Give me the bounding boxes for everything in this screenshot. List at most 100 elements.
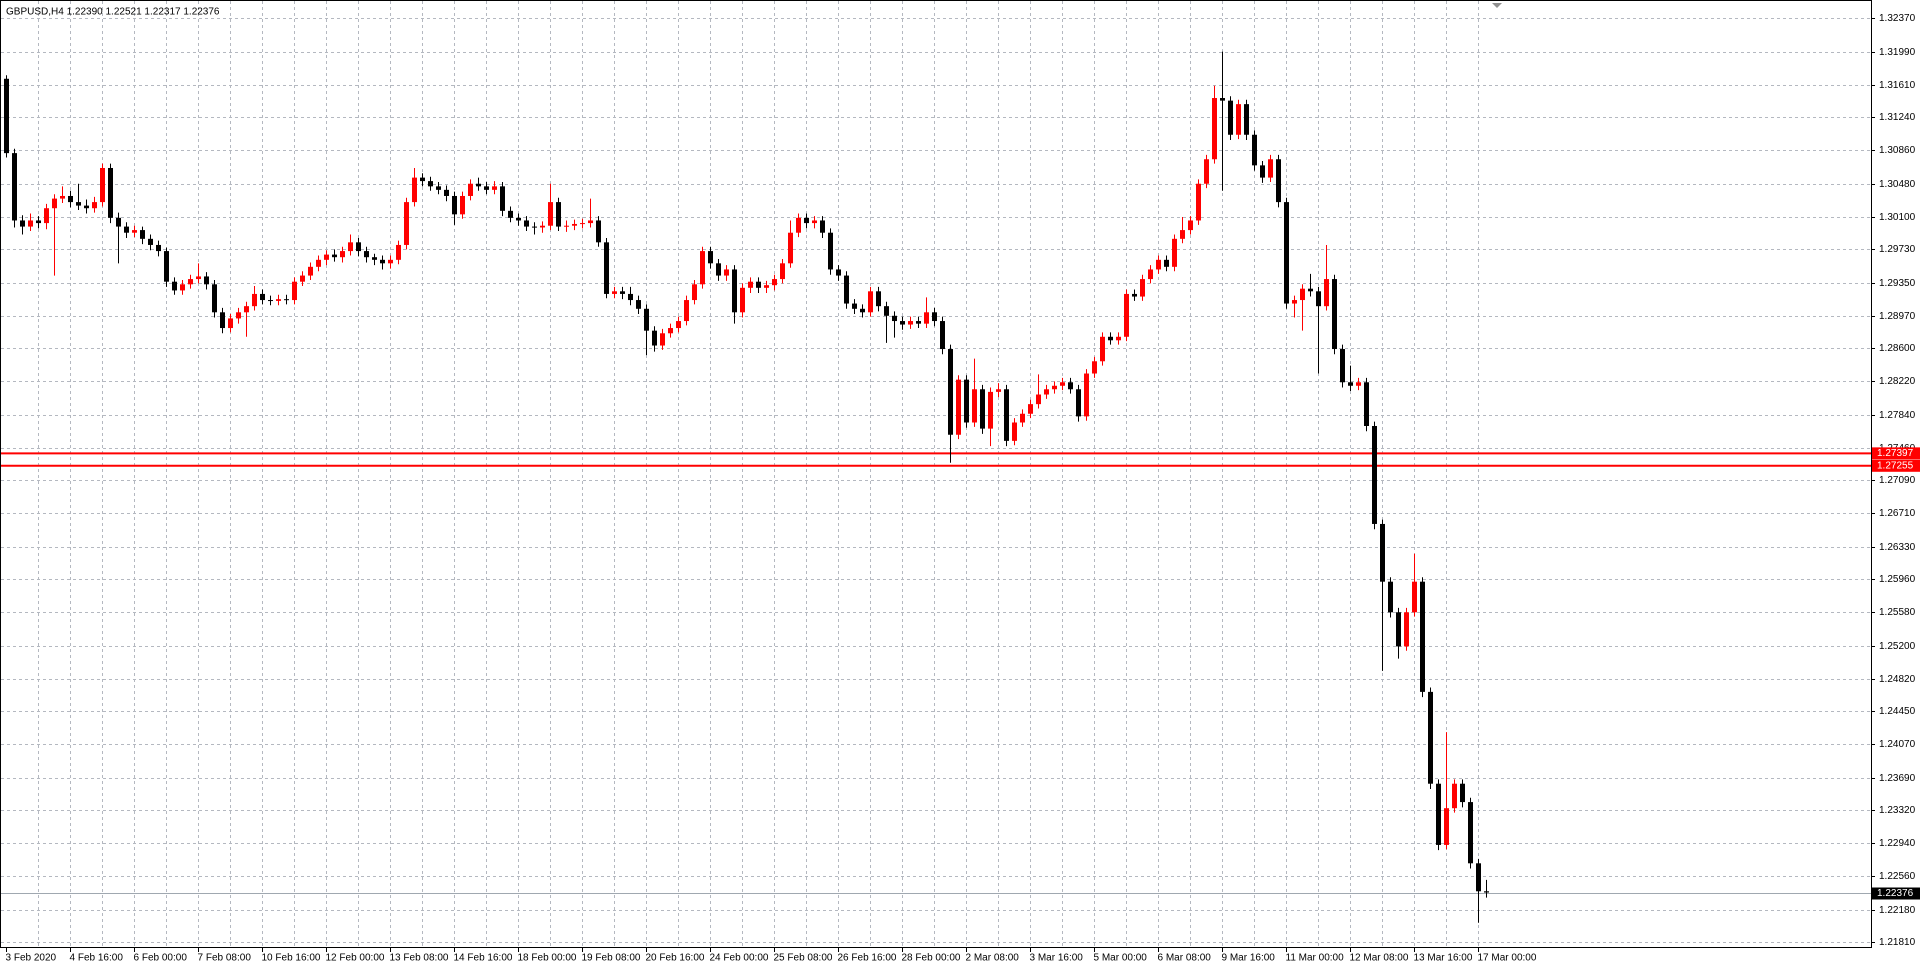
candle-body bbox=[164, 251, 169, 282]
candle-body bbox=[524, 220, 529, 227]
x-tick-label: 4 Feb 16:00 bbox=[70, 953, 124, 964]
levels bbox=[1, 452, 1871, 894]
candle-body bbox=[644, 308, 649, 331]
candle-body bbox=[668, 328, 673, 334]
candle-body bbox=[1284, 202, 1289, 304]
x-tick-label: 28 Feb 00:00 bbox=[902, 953, 961, 964]
candle-body bbox=[964, 379, 969, 423]
candle-body bbox=[804, 217, 809, 224]
candle-body bbox=[1036, 394, 1041, 405]
y-tick-label: 1.24070 bbox=[1879, 739, 1916, 750]
candle-body bbox=[700, 251, 705, 285]
last-price-box bbox=[1872, 887, 1920, 900]
candle-body bbox=[764, 285, 769, 288]
candle-body bbox=[1220, 98, 1225, 101]
candle-body bbox=[444, 189, 449, 196]
y-tick-label: 1.29730 bbox=[1879, 244, 1916, 255]
candle-body bbox=[1132, 293, 1137, 297]
candle-body bbox=[220, 312, 225, 329]
candle-body bbox=[1148, 269, 1153, 280]
candle-body bbox=[1476, 863, 1481, 892]
y-tick-label: 1.31610 bbox=[1879, 80, 1916, 91]
candle-body bbox=[1412, 581, 1417, 613]
time-axis: 3 Feb 2020 4 Feb 16:00 6 Feb 00:00 7 Feb 08… bbox=[6, 947, 1537, 964]
candle-body bbox=[124, 226, 129, 233]
shift-marker[interactable] bbox=[1492, 3, 1502, 8]
candle-body bbox=[788, 232, 793, 264]
candle-body bbox=[1124, 293, 1129, 337]
candle-body bbox=[404, 202, 409, 245]
candle-body bbox=[268, 300, 273, 302]
candle-body bbox=[1484, 891, 1489, 893]
candle-body bbox=[1044, 389, 1049, 395]
candle-body bbox=[1388, 581, 1393, 613]
x-tick-label: 14 Feb 16:00 bbox=[454, 953, 513, 964]
candle-body bbox=[1244, 104, 1249, 135]
x-tick-label: 10 Feb 16:00 bbox=[262, 953, 321, 964]
candle-body bbox=[500, 186, 505, 211]
candle-body bbox=[1444, 808, 1449, 845]
candle-body bbox=[156, 244, 161, 252]
candle-body bbox=[924, 312, 929, 324]
candle-body bbox=[1468, 802, 1473, 864]
candle-body bbox=[1052, 385, 1057, 390]
candle-body bbox=[460, 195, 465, 215]
candle-body bbox=[348, 242, 353, 252]
candle-body bbox=[748, 281, 753, 288]
candle-body bbox=[1348, 382, 1353, 386]
candle-body bbox=[316, 259, 321, 267]
candle-body bbox=[1260, 165, 1265, 178]
candle-body bbox=[508, 210, 513, 218]
candle-body bbox=[1460, 783, 1465, 803]
candle-body bbox=[884, 306, 889, 316]
y-tick-label: 1.30480 bbox=[1879, 179, 1916, 190]
candle-body bbox=[900, 321, 905, 325]
candle-body bbox=[812, 220, 817, 224]
candle-body bbox=[180, 284, 185, 291]
candle-body bbox=[140, 230, 145, 239]
candle-body bbox=[948, 349, 953, 435]
candle-body bbox=[1092, 361, 1097, 374]
candle-body bbox=[356, 242, 361, 252]
candle-body bbox=[420, 177, 425, 182]
x-tick-label: 25 Feb 08:00 bbox=[774, 953, 833, 964]
candle-body bbox=[1252, 134, 1257, 166]
candle-body bbox=[260, 293, 265, 301]
candle-body bbox=[548, 202, 553, 226]
candle-body bbox=[756, 281, 761, 288]
candle-body bbox=[532, 226, 537, 228]
y-tick-label: 1.26710 bbox=[1879, 508, 1916, 519]
candle-body bbox=[708, 251, 713, 264]
plot-border bbox=[0, 0, 1872, 948]
candle-body bbox=[636, 300, 641, 309]
candle-body bbox=[628, 293, 633, 301]
candle-body bbox=[1228, 100, 1233, 135]
candle-body bbox=[284, 299, 289, 301]
candle-body bbox=[852, 303, 857, 309]
candle-body bbox=[564, 225, 569, 227]
x-tick-label: 5 Mar 00:00 bbox=[1094, 953, 1148, 964]
x-tick-label: 9 Mar 16:00 bbox=[1222, 953, 1276, 964]
y-tick-label: 1.25200 bbox=[1879, 641, 1916, 652]
candle-body bbox=[388, 259, 393, 264]
candle-body bbox=[1452, 783, 1457, 809]
candle-body bbox=[796, 217, 801, 233]
y-tick-label: 1.31990 bbox=[1879, 47, 1916, 58]
y-tick-label: 1.28970 bbox=[1879, 311, 1916, 322]
candle-body bbox=[676, 321, 681, 329]
candle-body bbox=[4, 78, 9, 154]
y-tick-label: 1.26330 bbox=[1879, 542, 1916, 553]
x-tick-label: 20 Feb 16:00 bbox=[646, 953, 705, 964]
y-tick-label: 1.24820 bbox=[1879, 674, 1916, 685]
candle-body bbox=[692, 284, 697, 301]
candle-body bbox=[476, 183, 481, 187]
candle-body bbox=[468, 183, 473, 196]
candle-body bbox=[452, 195, 457, 215]
candle-body bbox=[1004, 389, 1009, 441]
candle-body bbox=[1156, 259, 1161, 270]
candle-body bbox=[364, 251, 369, 258]
candle-body bbox=[1028, 404, 1033, 414]
y-tick-label: 1.29350 bbox=[1879, 278, 1916, 289]
candle-body bbox=[660, 333, 665, 346]
